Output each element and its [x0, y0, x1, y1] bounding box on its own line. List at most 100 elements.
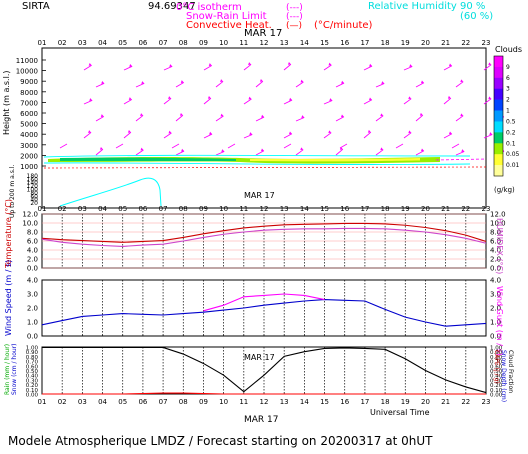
wind-vector-arrow — [375, 83, 385, 88]
colorbar-tick: 0.5 — [506, 118, 516, 125]
wind-vector-head — [220, 79, 224, 82]
wind-vector-arrow — [123, 99, 132, 105]
y-tick-label: 12.0 — [22, 211, 38, 219]
date-label-rain: MAR 17 — [244, 353, 275, 362]
hour-label-19: 19 — [401, 39, 410, 47]
wind-vector-arrow — [455, 151, 465, 156]
y2-tick-label: 1.00 — [490, 346, 503, 352]
wind-vector-head — [140, 147, 144, 151]
colorbar-swatch — [494, 154, 503, 166]
wind-vector-arrow — [255, 116, 265, 122]
wind-vector-arrow — [163, 98, 172, 105]
hour-label-17: 17 — [360, 39, 369, 47]
height-ticks: 11000 10000 9000 8000 7000 6000 5000 4000 3000 20… — [16, 57, 46, 207]
legend-isotherm-sample: (---) — [286, 3, 303, 13]
wind-vector-head — [287, 61, 291, 65]
wind-vector-arrow — [215, 151, 225, 156]
legend-convective-sample: (—) — [286, 21, 302, 31]
wind-vector-head — [209, 131, 213, 135]
hour-labels-bottom: 01 02 03 04 05 06 07 08 09 10 11 12 13 14 15 16 17 18 19 20… — [38, 398, 491, 406]
wind-vector-arrow — [335, 116, 345, 122]
colorbar-tick: 0.05 — [506, 151, 520, 158]
hour-label-15: 15 — [320, 39, 329, 47]
wind-vector-arrow — [215, 115, 224, 122]
wind-vector-head — [300, 147, 304, 151]
y-tick-label: 6.0 — [27, 238, 38, 246]
wind-vectors — [59, 61, 505, 156]
colorbar-frame — [493, 55, 504, 177]
hour-label-06: 06 — [138, 39, 147, 47]
wind-vector-head — [127, 129, 131, 133]
hour-label-14: 14 — [300, 39, 309, 47]
hour-label-15: 15 — [320, 205, 329, 213]
wind-vector-head — [179, 112, 183, 116]
height-lower-tick-label: 40 — [30, 197, 38, 204]
wind-vector-head — [208, 63, 212, 66]
hour-labels-mid: 01 02 03 04 05 06 07 08 09 10 11 12 13 14 15 16 17 18 19 20… — [38, 205, 491, 213]
wind-vector-arrow — [451, 143, 460, 149]
wind-vector-head — [301, 115, 305, 118]
colorbar-tick: 2 — [506, 97, 510, 104]
wind-vector-arrow — [323, 64, 332, 71]
y-tick-label: 0.00 — [26, 393, 39, 399]
y2-tick-label: 4.0 — [490, 247, 501, 255]
hour-label-10: 10 — [219, 205, 228, 213]
wind-vector-arrow — [295, 149, 304, 156]
height-tick-label: 6000 — [20, 110, 38, 118]
colorbar-swatch — [494, 77, 503, 90]
hour-label-07: 07 — [159, 398, 168, 406]
y-tick-label: 10.0 — [22, 220, 38, 228]
rain-ticks: 1.00 1.000.90 0.900.80 0.800.70 0.700.60 0.60… — [26, 346, 503, 399]
date-label-mid: MAR 17 — [244, 191, 275, 200]
hour-label-13: 13 — [280, 39, 289, 47]
y2-tick-label: 0.0 — [490, 265, 501, 273]
wind-vector-head — [181, 148, 185, 152]
wind-vector-arrow — [443, 65, 453, 71]
y2-tick-label: 12.0 — [490, 211, 506, 219]
wind-vector-head — [368, 97, 372, 101]
wind-vector-arrow — [403, 66, 413, 71]
hour-label-23: 23 — [482, 205, 491, 213]
y-tick-label: 0.60 — [26, 364, 39, 370]
wind-vector-arrow — [455, 115, 464, 122]
y2-tick-label: 10.0 — [490, 220, 506, 228]
wind-vector-arrow — [375, 149, 384, 156]
wind-vector-arrow — [295, 117, 305, 122]
humidity-label: Relative Humidity — [368, 1, 457, 12]
wind-vector-arrow — [175, 114, 184, 122]
height-lower-tick-label: 20 — [30, 200, 38, 207]
colorbar-tick: 0.01 — [506, 162, 520, 169]
cloud-band — [43, 154, 487, 207]
wind-vector-head — [221, 149, 225, 152]
wind-vector-arrow — [203, 65, 212, 71]
wind-vector-head — [341, 80, 345, 84]
hour-label-07: 07 — [159, 205, 168, 213]
y-tick-label: 0.0 — [27, 265, 38, 273]
wind-vector-arrow — [283, 133, 293, 139]
height-lower-tick-label: 140 — [27, 180, 39, 187]
height-tick-label: 2000 — [20, 152, 38, 160]
y2-tick-label: 0.30 — [490, 378, 503, 384]
wind-vector-arrow — [175, 150, 185, 156]
y-tick-label: 0.70 — [26, 360, 39, 366]
wind-vector-arrow — [135, 82, 145, 88]
colorbar-title: Clouds — [495, 45, 522, 54]
y2-tick-label: 0.10 — [490, 388, 503, 394]
temperature-lines — [41, 222, 487, 247]
wind-vector-arrow — [283, 99, 293, 105]
hour-label-18: 18 — [381, 39, 390, 47]
hour-label-09: 09 — [199, 39, 208, 47]
y-tick-label: 8.0 — [27, 229, 38, 237]
wind-vector-arrow — [83, 64, 92, 71]
y2-tick-label: 2.0 — [490, 305, 501, 313]
y-tick-label: 2.0 — [27, 305, 38, 313]
rain-ylabel: Rain (mm / hour) — [4, 344, 11, 395]
hour-label-10: 10 — [219, 398, 228, 406]
wind-speed-ylabel: Wind Speed (m / s) — [4, 260, 13, 336]
colorbar-swatch — [494, 132, 503, 144]
hour-label-23: 23 — [482, 398, 491, 406]
wind-vector-arrow — [283, 143, 292, 149]
height-ylabel: Height (m a.s.l.) — [2, 71, 11, 136]
wind-vector-arrow — [295, 81, 304, 88]
